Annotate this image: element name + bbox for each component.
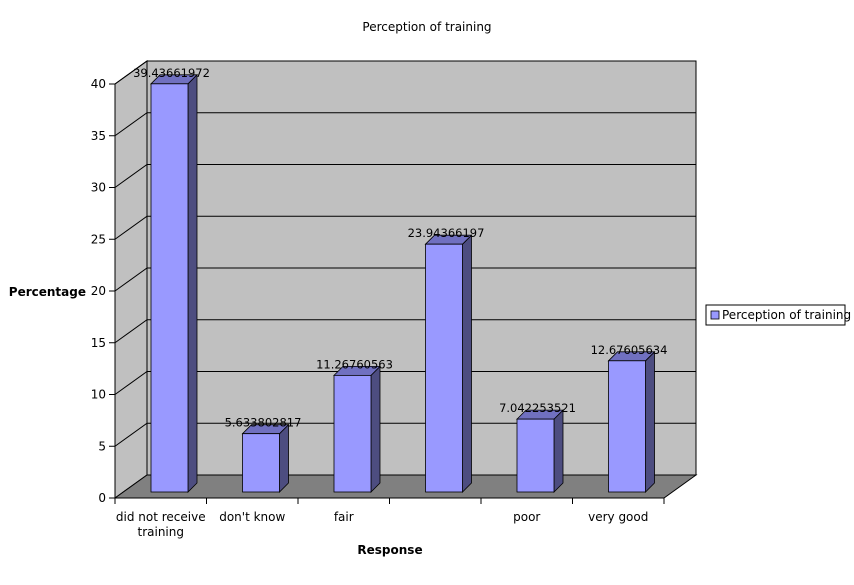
data-label: 12.67605634 — [591, 343, 668, 357]
legend-swatch — [710, 310, 720, 320]
y-tick-label: 30 — [91, 181, 106, 195]
y-tick-label: 15 — [91, 336, 106, 350]
y-tick-label: 25 — [91, 232, 106, 246]
data-label: 7.042253521 — [499, 401, 576, 415]
y-tick-label: 10 — [91, 388, 106, 402]
gridline — [114, 215, 696, 240]
bar-side — [645, 350, 655, 493]
x-tick-label: did not receive — [116, 510, 206, 524]
bar-side — [187, 73, 198, 493]
x-tick-label: very good — [588, 510, 648, 524]
legend-box — [705, 304, 846, 326]
x-tick-label: poor — [513, 510, 540, 524]
x-tick-label-line2: training — [138, 525, 185, 539]
bar — [425, 243, 463, 493]
y-tick-label: 20 — [91, 284, 106, 298]
legend: Perception of training — [705, 304, 851, 326]
y-tick-label: 35 — [91, 129, 106, 143]
bar-side — [279, 423, 289, 493]
gridline — [114, 319, 696, 344]
y-tick-label: 5 — [98, 439, 106, 453]
bar-side — [553, 409, 564, 493]
data-label: 39.43661972 — [133, 66, 210, 80]
bar — [516, 418, 555, 493]
gridline — [114, 267, 696, 292]
bar — [608, 360, 646, 493]
data-label: 23.94366197 — [408, 226, 485, 240]
bar-side — [370, 365, 381, 493]
gridline — [114, 112, 696, 137]
bar — [333, 374, 372, 493]
y-tick-label: 0 — [98, 491, 106, 505]
data-label: 11.26760563 — [316, 357, 393, 371]
chart-title: Perception of training — [362, 20, 491, 34]
y-axis-title: Percentage — [9, 285, 86, 299]
x-tick-label: fair — [334, 510, 354, 524]
x-axis-title: Response — [357, 543, 422, 557]
gridline — [114, 60, 696, 85]
gridline — [114, 164, 696, 188]
x-tick-label: don't know — [219, 510, 285, 524]
y-tick-label: 40 — [91, 77, 106, 91]
legend-entry: Perception of training — [722, 308, 851, 322]
gridline — [114, 422, 696, 447]
data-label: 5.633802817 — [225, 416, 302, 430]
bar-side — [462, 234, 472, 493]
bar — [242, 433, 280, 493]
gridline — [114, 371, 696, 395]
bar — [150, 83, 189, 493]
